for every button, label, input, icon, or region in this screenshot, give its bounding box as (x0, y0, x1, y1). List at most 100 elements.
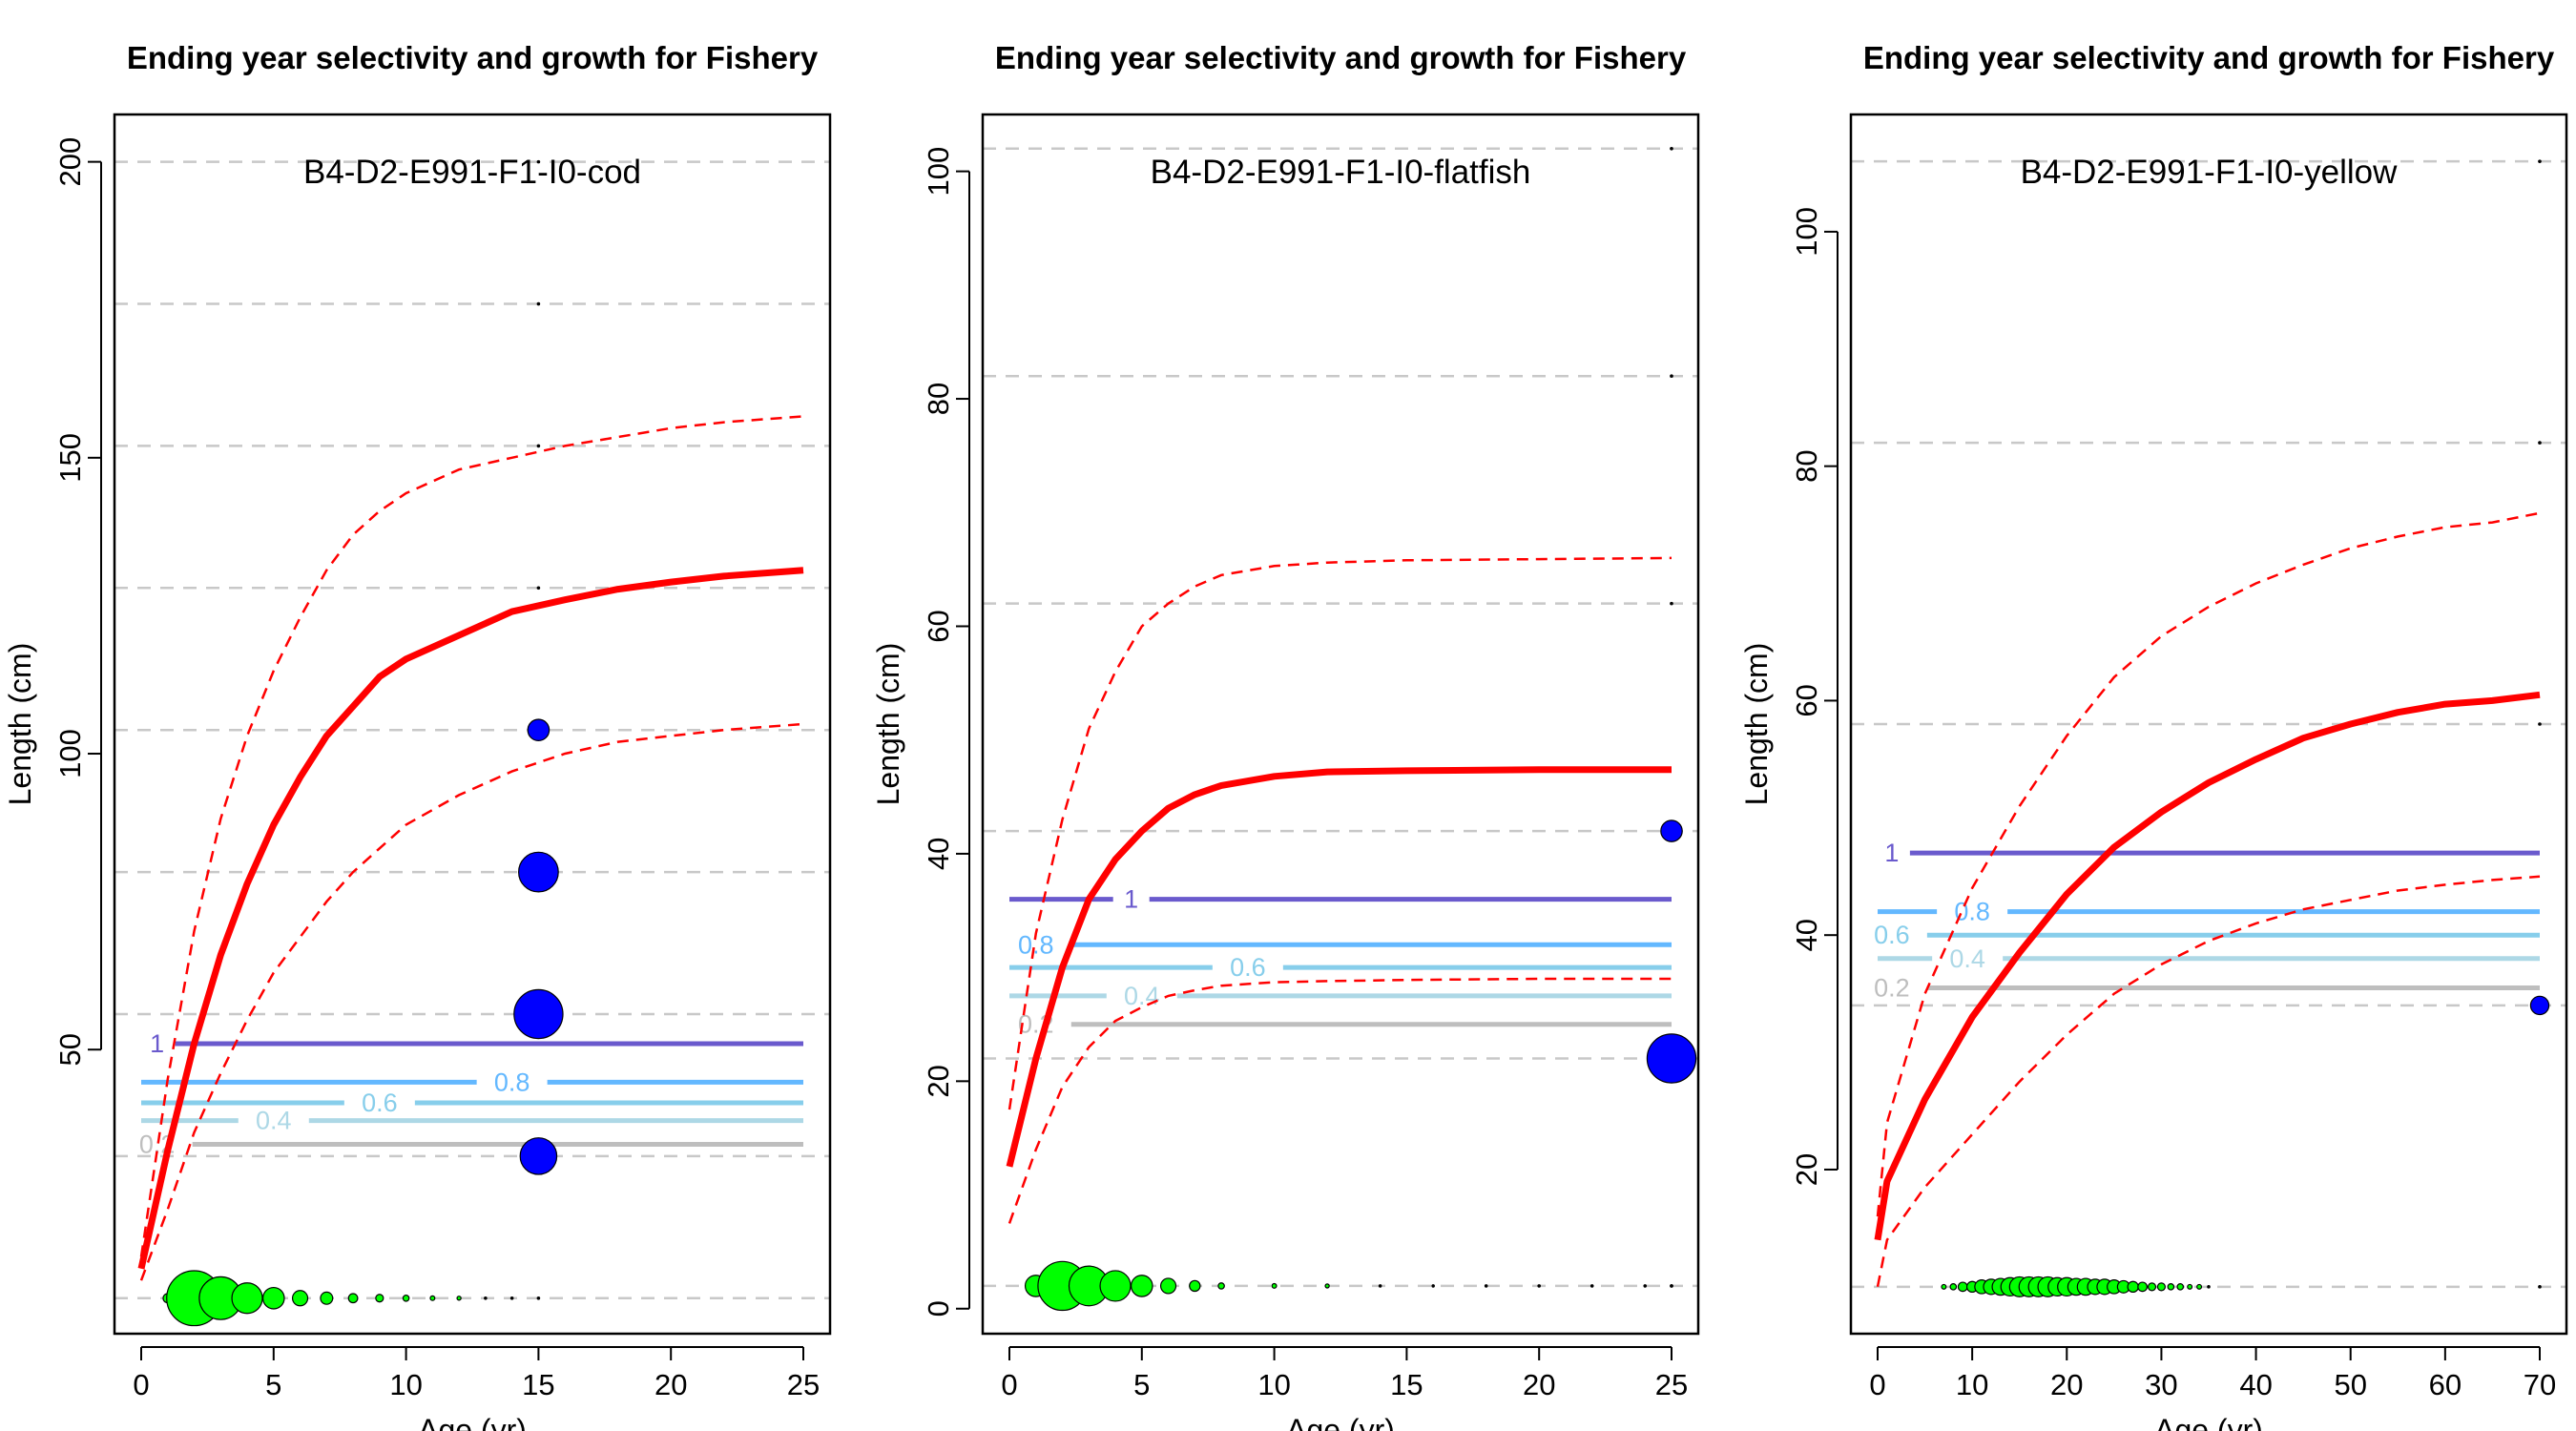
length-bubble (527, 718, 551, 742)
growth-upper-ci-line (139, 415, 804, 1257)
age-bubble (1484, 1284, 1488, 1288)
plot-area: 10.80.60.40.2 (1851, 159, 2566, 1297)
y-axis-label: Length (cm) (1739, 643, 1774, 806)
plot-subtitle: B4-D2-E991-F1-I0-yellow (2021, 154, 2399, 191)
age-bubble (2156, 1282, 2167, 1292)
y-axis-label: Length (cm) (871, 643, 905, 806)
y-tick-label: 150 (53, 433, 87, 483)
length-bubble (1660, 819, 1683, 842)
contour-label: 0.2 (1874, 973, 1910, 1002)
x-tick-label: 40 (2239, 1368, 2272, 1401)
length-bubble (1670, 374, 1673, 378)
length-bubble (2538, 441, 2542, 445)
age-bubble (456, 1296, 462, 1301)
plot-frame (113, 113, 832, 1336)
growth-lower-ci-line (139, 722, 804, 1281)
x-tick-label: 0 (1869, 1368, 1885, 1401)
x-axis-label: Age (yr) (1286, 1413, 1395, 1431)
age-bubble (402, 1294, 410, 1302)
age-bubble (1957, 1281, 1968, 1293)
age-bubble (347, 1293, 359, 1304)
x-tick-label: 60 (2429, 1368, 2462, 1401)
age-bubble (1324, 1283, 1330, 1289)
age-bubble (231, 1282, 263, 1315)
panel-flatfish: Ending year selectivity and growth for F… (871, 40, 1700, 1431)
age-bubble (1431, 1284, 1435, 1288)
x-tick-label: 25 (787, 1368, 820, 1401)
age-bubble (1537, 1284, 1541, 1288)
age-bubble (2137, 1281, 2149, 1293)
x-tick-label: 15 (1390, 1368, 1423, 1401)
length-bubble (2538, 1285, 2542, 1289)
plot-area: 10.80.60.40.2 (114, 159, 830, 1327)
length-bubble (1670, 601, 1673, 606)
y-tick-label: 50 (53, 1033, 87, 1066)
growth-upper-ci-line (1876, 511, 2541, 1217)
y-tick-label: 40 (922, 838, 955, 870)
age-bubble (1378, 1284, 1382, 1288)
age-bubble (2127, 1280, 2139, 1294)
length-bubble (536, 444, 541, 448)
x-axis-label: Age (yr) (418, 1413, 527, 1431)
length-bubble (519, 1137, 558, 1175)
contour-label: 0.8 (1954, 898, 1990, 926)
contour-label: 1 (150, 1029, 164, 1058)
y-tick-label: 80 (922, 383, 955, 415)
age-bubble (1941, 1283, 1947, 1290)
y-tick-label: 20 (1790, 1153, 1823, 1186)
age-bubble (1189, 1279, 1201, 1293)
length-bubble (536, 586, 541, 591)
age-bubble (1159, 1277, 1177, 1295)
x-tick-label: 0 (1001, 1368, 1017, 1401)
x-tick-label: 10 (1257, 1368, 1290, 1401)
panel-title: Ending year selectivity and growth for F… (127, 40, 819, 75)
age-bubble (2147, 1282, 2157, 1292)
growth-mean-line (137, 567, 804, 1270)
age-bubble (1271, 1282, 1278, 1289)
age-bubble (291, 1290, 309, 1307)
y-tick-label: 20 (922, 1065, 955, 1097)
y-tick-label: 100 (922, 147, 955, 197)
plot-subtitle: B4-D2-E991-F1-I0-cod (303, 154, 641, 191)
age-bubble (1217, 1282, 1225, 1290)
x-tick-label: 10 (1956, 1368, 1988, 1401)
contour-label: 0.4 (256, 1107, 292, 1135)
x-tick-label: 20 (2050, 1368, 2083, 1401)
x-tick-label: 50 (2334, 1368, 2366, 1401)
length-bubble (2538, 722, 2542, 726)
x-tick-label: 20 (654, 1368, 687, 1401)
y-tick-label: 100 (1790, 207, 1823, 257)
y-tick-label: 40 (1790, 919, 1823, 951)
plot-subtitle: B4-D2-E991-F1-I0-flatfish (1151, 154, 1531, 191)
y-tick-label: 200 (53, 137, 87, 187)
length-bubble (1670, 146, 1673, 151)
y-tick-label: 80 (1790, 449, 1823, 482)
x-tick-label: 5 (1133, 1368, 1150, 1401)
growth-mean-line (1006, 766, 1672, 1168)
age-bubble (1099, 1270, 1132, 1302)
contour-label: 1 (1884, 839, 1899, 867)
y-tick-label: 100 (53, 729, 87, 778)
length-bubble (2529, 995, 2550, 1016)
panel-title: Ending year selectivity and growth for F… (1863, 40, 2555, 75)
x-tick-label: 70 (2524, 1368, 2556, 1401)
x-tick-label: 10 (389, 1368, 422, 1401)
age-bubble (2176, 1283, 2185, 1291)
x-tick-label: 30 (2145, 1368, 2177, 1401)
age-bubble (509, 1296, 514, 1300)
age-bubble (2187, 1283, 2193, 1290)
age-bubble (536, 1296, 541, 1300)
contour-label: 1 (1124, 885, 1138, 914)
plot-frame (1849, 113, 2568, 1336)
contour-label: 0.6 (362, 1089, 398, 1117)
plot-area: 10.80.60.40.2 (983, 146, 1698, 1312)
panel-cod: Ending year selectivity and growth for F… (3, 40, 832, 1431)
age-bubble (1643, 1284, 1648, 1288)
age-bubble (2167, 1283, 2175, 1291)
growth-upper-ci-line (1008, 556, 1672, 1110)
x-tick-label: 25 (1655, 1368, 1688, 1401)
length-bubble (518, 851, 559, 893)
length-bubble (536, 159, 541, 164)
x-tick-label: 15 (522, 1368, 554, 1401)
length-bubble (2538, 159, 2542, 163)
